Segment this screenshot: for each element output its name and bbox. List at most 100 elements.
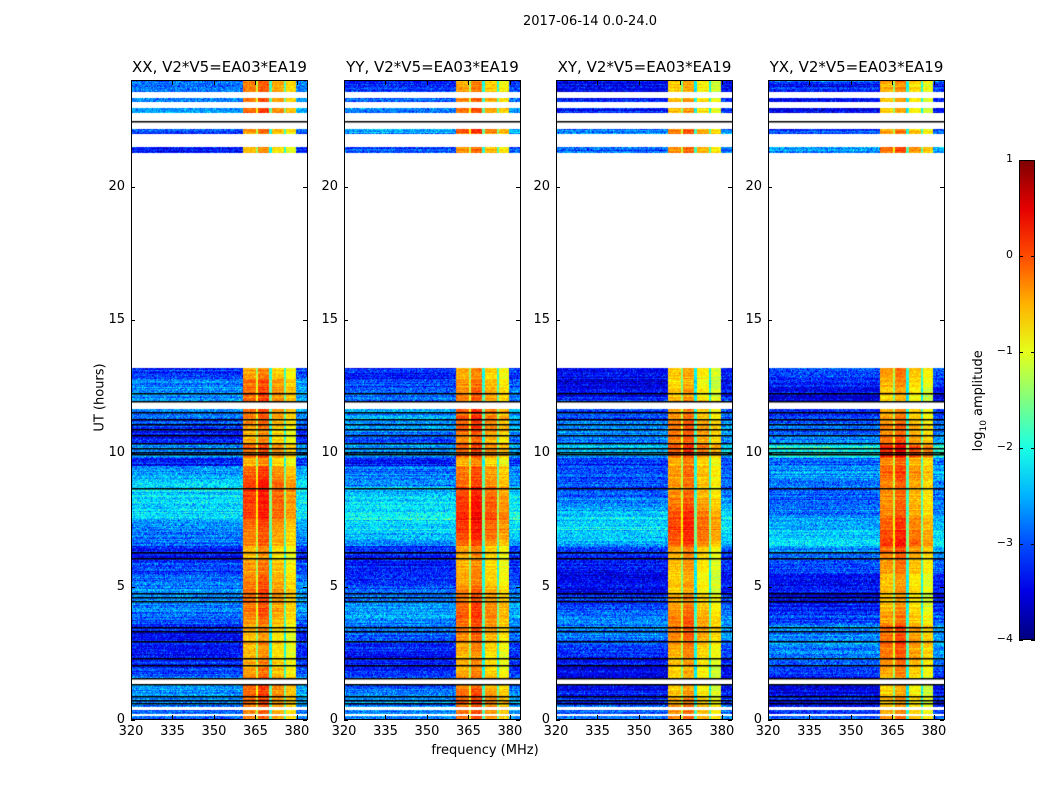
- x-tick-mark: [296, 715, 298, 719]
- x-tick-label: 335: [373, 724, 398, 739]
- colorbar: [1019, 160, 1035, 640]
- x-tick-mark: [638, 81, 640, 85]
- x-tick-mark: [172, 715, 174, 719]
- y-tick-label: 5: [753, 578, 762, 594]
- y-tick-label: 0: [541, 712, 550, 727]
- x-tick-mark: [344, 81, 345, 85]
- y-tick-mark: [556, 186, 560, 188]
- y-tick-mark: [344, 186, 348, 188]
- x-tick-mark: [556, 81, 557, 85]
- panel-title: XX, V2*V5=EA03*EA19: [132, 58, 307, 76]
- x-axis-label: frequency (MHz): [431, 743, 539, 758]
- y-tick-mark: [344, 720, 348, 721]
- y-tick-mark: [303, 720, 307, 721]
- y-tick-mark: [556, 320, 560, 321]
- y-tick-mark: [556, 586, 560, 588]
- figure-title: 2017-06-14 0.0-24.0: [523, 14, 657, 29]
- x-tick-mark: [468, 81, 470, 85]
- y-tick-mark: [131, 453, 135, 455]
- colorbar-tick-mark: [1019, 160, 1023, 161]
- x-tick-label: 335: [797, 724, 822, 739]
- y-tick-mark: [344, 320, 348, 321]
- y-tick-mark: [344, 586, 348, 588]
- x-tick-mark: [850, 715, 852, 719]
- colorbar-tick-mark: [1031, 640, 1035, 641]
- spectrogram-heatmap: [557, 81, 732, 719]
- colorbar-tick-label: −1: [996, 344, 1013, 357]
- x-tick-label: 335: [585, 724, 610, 739]
- spectrogram-heatmap: [345, 81, 520, 719]
- y-tick-mark: [131, 320, 135, 321]
- y-tick-mark: [344, 453, 348, 455]
- x-tick-label: 365: [456, 724, 481, 739]
- spectrogram-panel: [768, 80, 945, 720]
- y-tick-mark: [940, 320, 944, 321]
- x-tick-mark: [809, 715, 811, 719]
- y-tick-mark: [303, 453, 307, 455]
- x-tick-mark: [892, 715, 894, 719]
- colorbar-tick-label: 0: [1006, 248, 1013, 261]
- x-tick-mark: [768, 715, 769, 719]
- y-tick-label: 15: [321, 312, 338, 327]
- x-tick-mark: [933, 81, 935, 85]
- x-tick-mark: [426, 81, 428, 85]
- y-tick-label: 15: [533, 312, 550, 327]
- y-tick-mark: [516, 720, 520, 721]
- y-tick-mark: [768, 453, 772, 455]
- y-tick-mark: [768, 186, 772, 188]
- y-tick-mark: [131, 586, 135, 588]
- y-tick-label: 5: [116, 578, 125, 594]
- y-tick-label: 15: [108, 312, 125, 327]
- y-tick-mark: [940, 453, 944, 455]
- x-tick-label: 320: [331, 724, 357, 739]
- colorbar-tick-mark: [1031, 352, 1035, 353]
- y-tick-label: 0: [329, 712, 338, 727]
- panel-title: YX, V2*V5=EA03*EA19: [769, 58, 944, 76]
- colorbar-tick-mark: [1019, 544, 1023, 545]
- x-tick-mark: [509, 81, 511, 85]
- y-tick-mark: [516, 586, 520, 588]
- x-tick-mark: [597, 81, 599, 85]
- x-tick-label: 380: [284, 724, 310, 739]
- spectrogram-panel: [344, 80, 521, 720]
- spectrogram-panel: [556, 80, 733, 720]
- y-tick-label: 20: [108, 178, 125, 194]
- colorbar-tick-mark: [1019, 352, 1023, 353]
- y-tick-label: 0: [753, 712, 762, 727]
- y-tick-mark: [556, 720, 560, 721]
- x-tick-label: 350: [201, 724, 227, 739]
- x-tick-mark: [509, 715, 511, 719]
- y-tick-mark: [516, 453, 520, 455]
- x-tick-mark: [296, 81, 298, 85]
- colorbar-tick-mark: [1031, 448, 1035, 449]
- y-tick-mark: [768, 720, 772, 721]
- y-tick-mark: [768, 320, 772, 321]
- x-tick-mark: [680, 81, 682, 85]
- spectrogram-heatmap: [769, 81, 944, 719]
- colorbar-tick-label: −4: [996, 632, 1013, 645]
- x-tick-mark: [721, 715, 723, 719]
- y-tick-mark: [940, 720, 944, 721]
- colorbar-label: log10 amplitude: [971, 350, 989, 452]
- y-tick-mark: [303, 186, 307, 188]
- y-tick-mark: [516, 186, 520, 188]
- x-tick-mark: [597, 715, 599, 719]
- y-tick-label: 20: [533, 178, 550, 194]
- y-tick-mark: [728, 186, 732, 188]
- spectrogram-heatmap: [132, 81, 307, 719]
- x-tick-label: 350: [838, 724, 864, 739]
- colorbar-tick-label: −2: [996, 440, 1013, 453]
- y-tick-mark: [940, 186, 944, 188]
- colorbar-tick-mark: [1019, 448, 1023, 449]
- x-tick-label: 380: [709, 724, 735, 739]
- y-tick-mark: [131, 720, 135, 721]
- x-tick-mark: [468, 715, 470, 719]
- y-tick-mark: [728, 586, 732, 588]
- y-tick-label: 10: [321, 445, 338, 461]
- colorbar-tick-mark: [1031, 544, 1035, 545]
- y-tick-label: 10: [745, 445, 762, 461]
- x-tick-mark: [131, 715, 132, 719]
- y-tick-label: 20: [745, 178, 762, 194]
- x-tick-mark: [213, 715, 215, 719]
